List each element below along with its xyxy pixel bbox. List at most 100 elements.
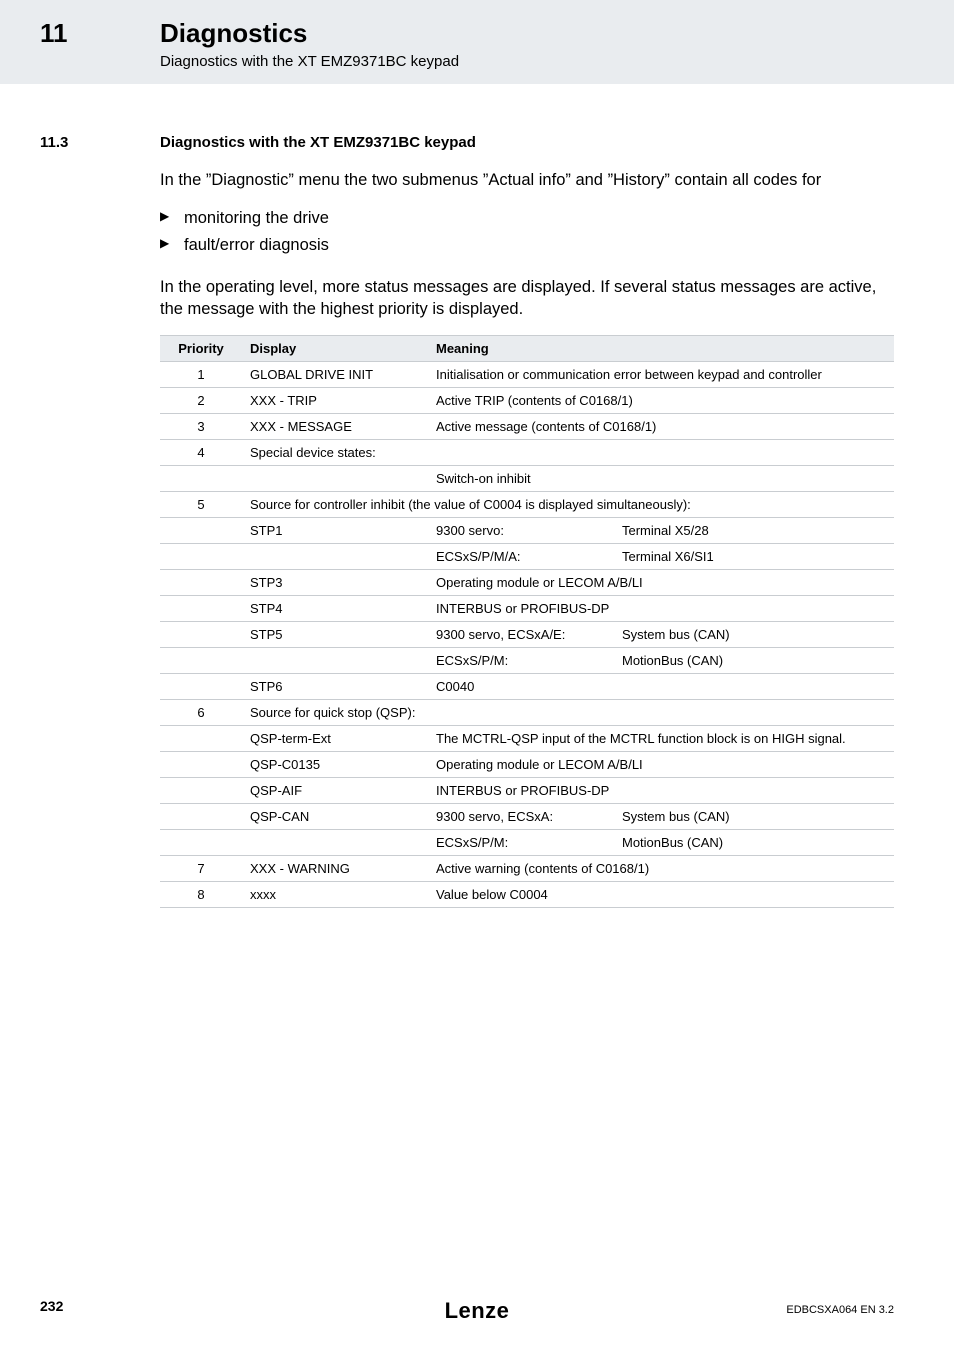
cell-display: QSP-AIF bbox=[242, 777, 428, 803]
cell-priority: 7 bbox=[160, 855, 242, 881]
diagnostics-table: Priority Display Meaning 1GLOBAL DRIVE I… bbox=[160, 335, 894, 908]
cell-display bbox=[242, 543, 428, 569]
cell-meaning-left: 9300 servo, ECSxA: bbox=[428, 803, 614, 829]
footer: 232 Lenze EDBCSXA064 EN 3.2 bbox=[0, 1298, 954, 1322]
cell-display: xxxx bbox=[242, 881, 428, 907]
table-header-row: Priority Display Meaning bbox=[160, 335, 894, 361]
table-row: QSP-C0135Operating module or LECOM A/B/L… bbox=[160, 751, 894, 777]
cell-meaning: INTERBUS or PROFIBUS-DP bbox=[428, 595, 894, 621]
brand-logo: Lenze bbox=[445, 1298, 510, 1324]
header-band: 11 Diagnostics Diagnostics with the XT E… bbox=[0, 0, 954, 84]
cell-priority bbox=[160, 543, 242, 569]
page-number: 232 bbox=[40, 1298, 63, 1314]
table-row: 2XXX - TRIPActive TRIP (contents of C016… bbox=[160, 387, 894, 413]
table-row: 7XXX - WARNINGActive warning (contents o… bbox=[160, 855, 894, 881]
table-row: 5Source for controller inhibit (the valu… bbox=[160, 491, 894, 517]
cell-group: Special device states: bbox=[242, 439, 894, 465]
cell-display: QSP-CAN bbox=[242, 803, 428, 829]
cell-meaning: Active warning (contents of C0168/1) bbox=[428, 855, 894, 881]
cell-meaning-right: Terminal X5/28 bbox=[614, 517, 894, 543]
intro-paragraph: In the ”Diagnostic” menu the two submenu… bbox=[160, 169, 894, 191]
table-row: 3XXX - MESSAGEActive message (contents o… bbox=[160, 413, 894, 439]
cell-display bbox=[242, 465, 428, 491]
bullet-item: monitoring the drive bbox=[160, 205, 894, 231]
col-meaning: Meaning bbox=[428, 335, 894, 361]
cell-meaning: Operating module or LECOM A/B/LI bbox=[428, 569, 894, 595]
table-row: QSP-term-ExtThe MCTRL-QSP input of the M… bbox=[160, 725, 894, 751]
cell-meaning-left: ECSxS/P/M/A: bbox=[428, 543, 614, 569]
col-priority: Priority bbox=[160, 335, 242, 361]
cell-meaning-left: ECSxS/P/M: bbox=[428, 829, 614, 855]
cell-meaning-left: 9300 servo, ECSxA/E: bbox=[428, 621, 614, 647]
cell-priority bbox=[160, 777, 242, 803]
cell-display: STP3 bbox=[242, 569, 428, 595]
cell-display: XXX - MESSAGE bbox=[242, 413, 428, 439]
cell-meaning: Active message (contents of C0168/1) bbox=[428, 413, 894, 439]
cell-priority bbox=[160, 647, 242, 673]
table-row: STP6C0040 bbox=[160, 673, 894, 699]
cell-display: QSP-C0135 bbox=[242, 751, 428, 777]
cell-priority: 1 bbox=[160, 361, 242, 387]
section-title: Diagnostics with the XT EMZ9371BC keypad bbox=[160, 134, 954, 151]
cell-priority bbox=[160, 725, 242, 751]
cell-priority: 6 bbox=[160, 699, 242, 725]
table-row: Switch-on inhibit bbox=[160, 465, 894, 491]
cell-meaning: Operating module or LECOM A/B/LI bbox=[428, 751, 894, 777]
table-row: ECSxS/P/M:MotionBus (CAN) bbox=[160, 829, 894, 855]
note-paragraph: In the operating level, more status mess… bbox=[160, 276, 894, 321]
cell-meaning: Value below C0004 bbox=[428, 881, 894, 907]
cell-meaning-left: ECSxS/P/M: bbox=[428, 647, 614, 673]
cell-display: STP6 bbox=[242, 673, 428, 699]
cell-priority: 8 bbox=[160, 881, 242, 907]
cell-priority bbox=[160, 829, 242, 855]
cell-group: Source for quick stop (QSP): bbox=[242, 699, 894, 725]
cell-priority bbox=[160, 595, 242, 621]
cell-meaning-right: System bus (CAN) bbox=[614, 621, 894, 647]
cell-meaning: The MCTRL-QSP input of the MCTRL functio… bbox=[428, 725, 894, 751]
table-row: 4Special device states: bbox=[160, 439, 894, 465]
table-row: STP3Operating module or LECOM A/B/LI bbox=[160, 569, 894, 595]
document-id: EDBCSXA064 EN 3.2 bbox=[786, 1304, 894, 1316]
cell-display bbox=[242, 647, 428, 673]
cell-priority bbox=[160, 751, 242, 777]
bullet-item: fault/error diagnosis bbox=[160, 232, 894, 258]
col-display: Display bbox=[242, 335, 428, 361]
cell-priority bbox=[160, 803, 242, 829]
table-row: 6Source for quick stop (QSP): bbox=[160, 699, 894, 725]
cell-meaning: Initialisation or communication error be… bbox=[428, 361, 894, 387]
section-number: 11.3 bbox=[40, 134, 68, 151]
cell-display: XXX - WARNING bbox=[242, 855, 428, 881]
table-row: STP4INTERBUS or PROFIBUS-DP bbox=[160, 595, 894, 621]
cell-priority: 4 bbox=[160, 439, 242, 465]
cell-priority: 5 bbox=[160, 491, 242, 517]
cell-priority: 2 bbox=[160, 387, 242, 413]
cell-meaning-right: System bus (CAN) bbox=[614, 803, 894, 829]
bullet-list: monitoring the drive fault/error diagnos… bbox=[160, 205, 894, 258]
table-row: QSP-AIFINTERBUS or PROFIBUS-DP bbox=[160, 777, 894, 803]
cell-display: STP4 bbox=[242, 595, 428, 621]
cell-display: QSP-term-Ext bbox=[242, 725, 428, 751]
cell-meaning-right: MotionBus (CAN) bbox=[614, 647, 894, 673]
table-row: STP59300 servo, ECSxA/E:System bus (CAN) bbox=[160, 621, 894, 647]
cell-meaning-left: 9300 servo: bbox=[428, 517, 614, 543]
table-row: 8xxxxValue below C0004 bbox=[160, 881, 894, 907]
cell-priority bbox=[160, 673, 242, 699]
cell-meaning: Switch-on inhibit bbox=[428, 465, 894, 491]
cell-display: STP1 bbox=[242, 517, 428, 543]
chapter-number: 11 bbox=[40, 18, 68, 49]
cell-group: Source for controller inhibit (the value… bbox=[242, 491, 894, 517]
cell-meaning-right: MotionBus (CAN) bbox=[614, 829, 894, 855]
chapter-title: Diagnostics bbox=[160, 18, 954, 49]
body: In the ”Diagnostic” menu the two submenu… bbox=[160, 169, 894, 908]
cell-display bbox=[242, 829, 428, 855]
cell-display: GLOBAL DRIVE INIT bbox=[242, 361, 428, 387]
table-row: 1GLOBAL DRIVE INITInitialisation or comm… bbox=[160, 361, 894, 387]
cell-priority bbox=[160, 569, 242, 595]
cell-display: STP5 bbox=[242, 621, 428, 647]
table-row: ECSxS/P/M/A:Terminal X6/SI1 bbox=[160, 543, 894, 569]
cell-meaning: INTERBUS or PROFIBUS-DP bbox=[428, 777, 894, 803]
cell-meaning-right: Terminal X6/SI1 bbox=[614, 543, 894, 569]
cell-meaning: Active TRIP (contents of C0168/1) bbox=[428, 387, 894, 413]
cell-priority bbox=[160, 517, 242, 543]
table-row: QSP-CAN9300 servo, ECSxA:System bus (CAN… bbox=[160, 803, 894, 829]
